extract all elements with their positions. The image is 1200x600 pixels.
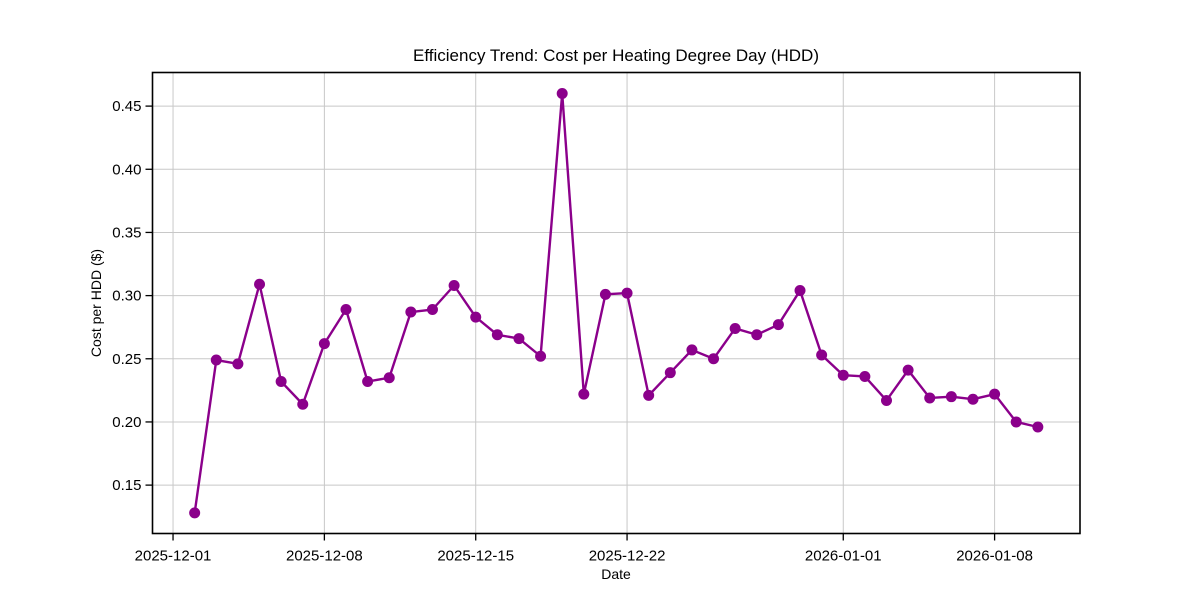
y-tick-label: 0.15 (112, 477, 141, 494)
data-point-marker (881, 394, 893, 406)
data-point-marker (816, 349, 828, 361)
data-point-marker (491, 329, 503, 341)
data-point-marker (578, 388, 590, 400)
data-point-marker (794, 285, 806, 297)
data-point-marker (254, 278, 266, 290)
data-point-marker (448, 280, 460, 292)
data-point-marker (513, 333, 525, 345)
data-point-marker (621, 287, 633, 299)
data-point-marker (1032, 421, 1044, 433)
y-tick-label: 0.35 (112, 224, 141, 241)
data-point-marker (708, 353, 720, 365)
data-point-marker (1010, 416, 1022, 428)
data-point-marker (275, 376, 287, 388)
y-tick-label: 0.20 (112, 414, 141, 431)
x-tick-label: 2026-01-01 (805, 548, 882, 565)
data-point-marker (470, 311, 482, 323)
x-tick-label: 2025-12-15 (437, 548, 514, 565)
data-point-marker (405, 306, 417, 318)
y-tick-label: 0.30 (112, 288, 141, 305)
data-point-marker (189, 507, 201, 519)
data-point-marker (232, 358, 244, 370)
data-point-marker (989, 388, 1001, 400)
data-point-marker (340, 304, 352, 316)
x-tick-label: 2025-12-01 (135, 548, 212, 565)
data-point-marker (426, 304, 438, 316)
data-point-marker (686, 344, 698, 356)
data-point-marker (751, 329, 763, 341)
data-point-marker (902, 364, 914, 376)
data-point-marker (599, 288, 611, 300)
data-point-marker (772, 319, 784, 331)
data-point-marker (297, 398, 309, 410)
y-tick-label: 0.40 (112, 161, 141, 178)
chart-title: Efficiency Trend: Cost per Heating Degre… (413, 46, 819, 65)
x-tick-label: 2025-12-08 (286, 548, 363, 565)
data-point-marker (556, 87, 568, 99)
y-tick-label: 0.45 (112, 98, 141, 115)
plot-border (151, 71, 1081, 535)
x-axis-label: Date (601, 566, 631, 582)
data-point-marker (643, 389, 655, 401)
x-tick-label: 2026-01-08 (956, 548, 1033, 565)
data-point-marker (362, 376, 374, 388)
data-point-marker (664, 367, 676, 379)
data-point-marker (729, 322, 741, 334)
data-point-marker (383, 372, 395, 384)
data-point-marker (837, 369, 849, 381)
y-axis-label: Cost per HDD ($) (88, 248, 104, 358)
data-point-marker (924, 392, 936, 404)
data-point-marker (967, 393, 979, 405)
data-point-marker (945, 391, 957, 403)
data-point-marker (535, 350, 547, 362)
x-tick-label: 2025-12-22 (589, 548, 666, 565)
data-point-marker (859, 370, 871, 382)
data-point-marker (210, 354, 222, 366)
y-tick-label: 0.25 (112, 351, 141, 368)
series-line (193, 92, 1039, 514)
data-point-marker (318, 338, 330, 350)
